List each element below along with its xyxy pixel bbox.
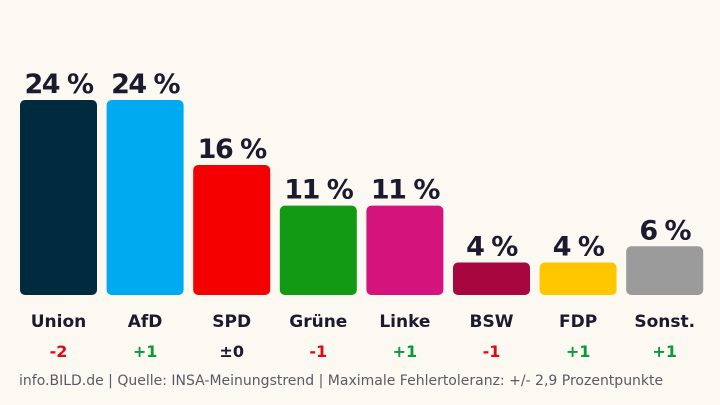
category-label-5: BSW: [470, 312, 514, 332]
change-label-4: +1: [393, 342, 418, 361]
category-label-3: Grüne: [289, 312, 347, 332]
category-label-6: FDP: [559, 312, 597, 332]
change-label-0: -2: [50, 342, 68, 361]
category-label-4: Linke: [379, 312, 430, 332]
value-label-3: 11 %: [284, 175, 353, 206]
change-label-2: ±0: [219, 342, 244, 361]
value-label-7: 6 %: [639, 215, 691, 246]
bar-1: [106, 100, 184, 295]
category-label-1: AfD: [128, 312, 163, 332]
bar-3: [279, 205, 357, 295]
bar-6: [539, 262, 617, 295]
category-label-0: Union: [31, 312, 87, 332]
change-label-6: +1: [566, 342, 591, 361]
bar-4: [366, 205, 444, 295]
bar-7: [626, 246, 704, 295]
bar-5: [453, 262, 530, 295]
value-label-6: 4 %: [553, 232, 605, 263]
category-label-2: SPD: [212, 312, 251, 332]
value-label-4: 11 %: [371, 175, 440, 206]
change-label-7: +1: [652, 342, 677, 361]
change-label-5: -1: [483, 342, 501, 361]
change-label-3: -1: [309, 342, 327, 361]
value-label-1: 24 %: [111, 69, 180, 100]
value-label-5: 4 %: [466, 232, 518, 263]
category-label-7: Sonst.: [634, 312, 695, 332]
source-note: info.BILD.de | Quelle: INSA-Meinungstren…: [19, 373, 664, 389]
change-label-1: +1: [133, 342, 158, 361]
value-label-0: 24 %: [24, 69, 93, 100]
bar-2: [193, 165, 271, 295]
bar-0: [20, 100, 97, 295]
value-label-2: 16 %: [198, 134, 267, 165]
